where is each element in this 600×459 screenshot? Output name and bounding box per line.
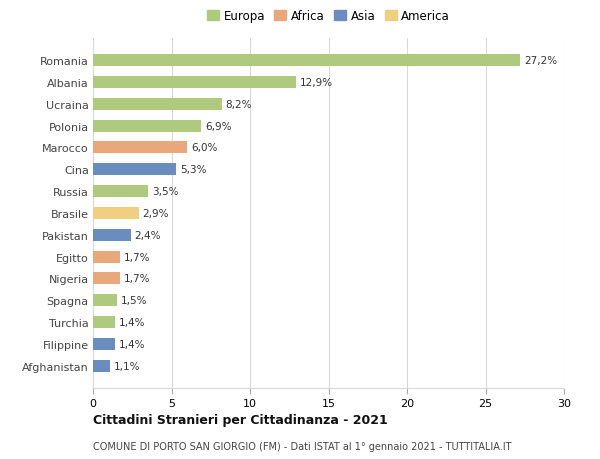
Bar	[93, 273, 119, 285]
Text: 1,4%: 1,4%	[119, 339, 145, 349]
Text: 27,2%: 27,2%	[524, 56, 557, 66]
Text: 1,1%: 1,1%	[114, 361, 140, 371]
Bar	[93, 360, 110, 372]
Bar	[93, 55, 520, 67]
Bar	[93, 120, 202, 132]
Legend: Europa, Africa, Asia, America: Europa, Africa, Asia, America	[207, 10, 450, 23]
Text: 8,2%: 8,2%	[226, 100, 252, 109]
Bar	[93, 229, 131, 241]
Bar	[93, 338, 115, 350]
Text: COMUNE DI PORTO SAN GIORGIO (FM) - Dati ISTAT al 1° gennaio 2021 - TUTTITALIA.IT: COMUNE DI PORTO SAN GIORGIO (FM) - Dati …	[93, 441, 511, 451]
Text: 3,5%: 3,5%	[152, 187, 178, 196]
Text: 2,4%: 2,4%	[134, 230, 161, 240]
Bar	[93, 142, 187, 154]
Text: 5,3%: 5,3%	[180, 165, 206, 175]
Bar	[93, 99, 222, 111]
Bar	[93, 164, 176, 176]
Text: 1,4%: 1,4%	[119, 318, 145, 327]
Bar	[93, 316, 115, 328]
Bar	[93, 185, 148, 198]
Bar	[93, 207, 139, 219]
Text: 1,7%: 1,7%	[124, 274, 150, 284]
Text: 6,0%: 6,0%	[191, 143, 218, 153]
Text: Cittadini Stranieri per Cittadinanza - 2021: Cittadini Stranieri per Cittadinanza - 2…	[93, 413, 388, 426]
Text: 1,7%: 1,7%	[124, 252, 150, 262]
Bar	[93, 295, 116, 307]
Bar	[93, 251, 119, 263]
Text: 2,9%: 2,9%	[142, 208, 169, 218]
Text: 12,9%: 12,9%	[299, 78, 332, 88]
Text: 1,5%: 1,5%	[121, 296, 147, 306]
Text: 6,9%: 6,9%	[205, 121, 232, 131]
Bar	[93, 77, 296, 89]
